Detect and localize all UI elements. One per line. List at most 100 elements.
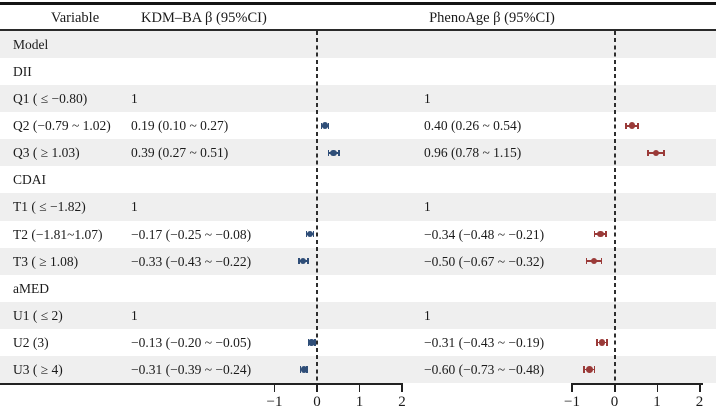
variable-cell: U3 ( ≥ 4) [13, 361, 63, 377]
table-row: U2 (3) −0.13 (−0.20 ~ −0.05) −0.31 (−0.43 … [0, 329, 716, 356]
table-row: Q3 ( ≥ 1.03) 0.39 (0.27 ~ 0.51) 0.96 (0.78… [0, 139, 716, 167]
forest-marker-pheno [593, 230, 596, 238]
forest-marker-kdm [321, 122, 329, 130]
forest-marker-kdm [305, 230, 308, 238]
phenoage-value-cell: −0.34 (−0.48 ~ −0.21) [424, 226, 545, 242]
table-row: T3 ( ≥ 1.08) −0.33 (−0.43 ~ −0.22) −0.50 (… [0, 247, 716, 275]
table-row: Q1 ( ≤ −0.80) 1 1 [0, 85, 716, 113]
phenoage-x-axis-line [571, 383, 703, 385]
forest-marker-pheno [605, 230, 607, 238]
phenoage-axis-tick [656, 384, 659, 392]
phenoage-value-cell: 0.40 (0.26 ~ 0.54) [424, 118, 522, 134]
kdmba-value-cell: 1 [131, 307, 138, 323]
phenoage-value-cell: 0.96 (0.78 ~ 1.15) [424, 145, 522, 161]
phenoage-value-cell: 1 [424, 91, 431, 107]
phenoage-axis-tick-label: 1 [653, 394, 661, 410]
kdmba-value-cell: 1 [131, 199, 138, 215]
forest-marker-pheno [600, 257, 603, 265]
forest-marker-kdm [337, 149, 340, 157]
phenoage-value-cell: −0.31 (−0.43 ~ −0.19) [424, 334, 545, 350]
forest-marker-kdm [306, 230, 314, 238]
kdm-axis-tick [401, 384, 403, 392]
variable-cell: U2 (3) [13, 334, 49, 350]
variable-cell: Q2 (−0.79 ~ 1.02) [13, 118, 111, 134]
column-header-kdmba: KDM–BA β (95%CI) [141, 10, 267, 26]
phenoage-axis-tick [571, 384, 573, 392]
forest-marker-pheno [596, 339, 598, 346]
forest-marker-pheno [590, 257, 598, 265]
forest-marker-pheno [637, 122, 639, 130]
kdm-axis-tick [358, 384, 361, 392]
table-row: U3 ( ≥ 4) −0.31 (−0.39 ~ −0.24) −0.60 (−0.… [0, 355, 716, 383]
table-row: Model [0, 31, 716, 59]
column-header-phenoage: PhenoAge β (95%CI) [429, 10, 555, 26]
variable-cell: DII [13, 64, 32, 80]
variable-cell: T3 ( ≥ 1.08) [13, 253, 79, 269]
kdm-zero-reference-dashed-line [316, 31, 318, 383]
kdm-axis-tick-label: 2 [398, 394, 406, 410]
forest-marker-pheno [583, 366, 585, 373]
forest-marker-kdm [327, 122, 330, 130]
variable-cell: T1 ( ≤ −1.82) [13, 199, 86, 215]
phenoage-value-cell: −0.60 (−0.73 ~ −0.48) [424, 361, 545, 377]
phenoage-axis-tick-label: 2 [695, 394, 704, 410]
forest-marker-pheno [606, 339, 608, 346]
variable-cell: Q3 ( ≥ 1.03) [13, 145, 80, 161]
phenoage-value-cell: 1 [424, 199, 431, 215]
forest-marker-pheno [598, 339, 606, 346]
forest-marker-kdm [299, 366, 302, 373]
forest-marker-pheno [628, 122, 636, 130]
variable-cell: U1 ( ≤ 2) [13, 307, 63, 323]
forest-marker-kdm [330, 149, 337, 157]
phenoage-axis-tick-label: 0 [610, 394, 619, 410]
column-header-variable: Variable [50, 10, 100, 26]
kdm-axis-tick-label: −1 [266, 394, 283, 410]
kdmba-value-cell: 0.39 (0.27 ~ 0.51) [131, 145, 229, 161]
forest-marker-pheno [586, 366, 593, 373]
forest-marker-pheno [647, 149, 650, 157]
forest-marker-kdm [300, 366, 308, 373]
kdm-x-axis-line [0, 383, 403, 385]
forest-marker-kdm [299, 257, 307, 265]
kdm-axis-tick-label: 1 [355, 394, 364, 410]
phenoage-value-cell: −0.50 (−0.67 ~ −0.32) [424, 253, 545, 269]
table-row: aMED [0, 275, 716, 302]
forest-marker-pheno [593, 366, 596, 373]
kdmba-value-cell: −0.33 (−0.43 ~ −0.22) [131, 253, 252, 269]
forest-marker-pheno [663, 149, 665, 157]
forest-marker-pheno [597, 230, 604, 238]
variable-cell: T2 (−1.81~1.07) [13, 226, 103, 242]
kdmba-value-cell: 0.19 (0.10 ~ 0.27) [131, 118, 229, 134]
forest-marker-pheno [585, 257, 588, 265]
phenoage-value-cell: 1 [424, 307, 431, 323]
variable-cell: Model [13, 37, 49, 52]
table-row: CDAI [0, 166, 716, 193]
table-row: T1 ( ≤ −1.82) 1 1 [0, 193, 716, 221]
forest-marker-kdm [327, 149, 330, 157]
forest-marker-kdm [312, 230, 315, 238]
kdmba-value-cell: 1 [131, 91, 138, 107]
kdm-axis-tick [273, 384, 276, 392]
table-row: DII [0, 58, 716, 85]
kdm-axis-tick [316, 384, 318, 392]
table-row: U1 ( ≤ 2) 1 1 [0, 301, 716, 329]
table-row: Q2 (−0.79 ~ 1.02) 0.19 (0.10 ~ 0.27) 0.40 … [0, 112, 716, 139]
header-underline-rule [0, 29, 716, 31]
top-border-rule [0, 2, 716, 5]
forest-marker-pheno [652, 149, 660, 157]
kdmba-value-cell: −0.13 (−0.20 ~ −0.05) [131, 334, 252, 350]
forest-marker-kdm [298, 257, 300, 265]
kdm-axis-tick-label: 0 [313, 394, 321, 410]
forest-marker-kdm [314, 339, 316, 346]
phenoage-axis-tick [699, 384, 701, 392]
forest-marker-kdm [308, 339, 315, 346]
variable-cell: Q1 ( ≤ −0.80) [13, 91, 88, 107]
table-row: T2 (−1.81~1.07) −0.17 (−0.25 ~ −0.08) −0.3… [0, 221, 716, 248]
kdmba-value-cell: −0.31 (−0.39 ~ −0.24) [131, 361, 252, 377]
phenoage-axis-tick [614, 384, 616, 392]
variable-cell: aMED [13, 280, 49, 296]
forest-marker-pheno [625, 122, 627, 130]
forest-marker-kdm [306, 257, 309, 265]
forest-marker-kdm [320, 122, 323, 130]
